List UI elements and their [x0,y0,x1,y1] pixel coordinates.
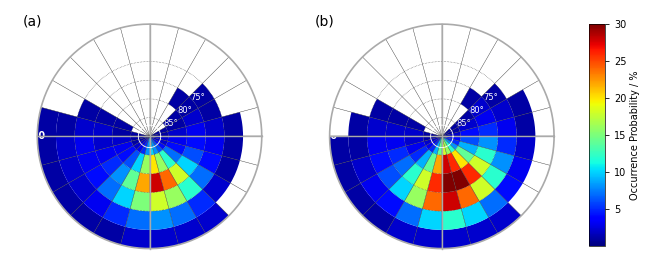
Text: 12:00: 12:00 [134,255,165,265]
Text: 18:00: 18:00 [307,131,339,141]
Text: (b): (b) [314,15,335,29]
Text: 18:00: 18:00 [15,131,46,141]
Text: 80°: 80° [177,106,192,115]
Text: 06:00: 06:00 [561,131,592,141]
Text: 80°: 80° [470,106,485,115]
Text: 70°: 70° [497,80,511,89]
Text: 75°: 75° [483,93,498,102]
Y-axis label: Occurrence Probability / %: Occurrence Probability / % [630,70,640,200]
Text: 12:00: 12:00 [426,255,458,265]
Text: 06:00: 06:00 [269,131,300,141]
Text: (a): (a) [22,15,42,29]
Text: 75°: 75° [191,93,206,102]
Text: 70°: 70° [204,80,219,89]
Text: 00:00: 00:00 [134,7,165,17]
Text: 85°: 85° [456,119,471,128]
Text: 00:00: 00:00 [426,7,458,17]
Text: 85°: 85° [164,119,179,128]
